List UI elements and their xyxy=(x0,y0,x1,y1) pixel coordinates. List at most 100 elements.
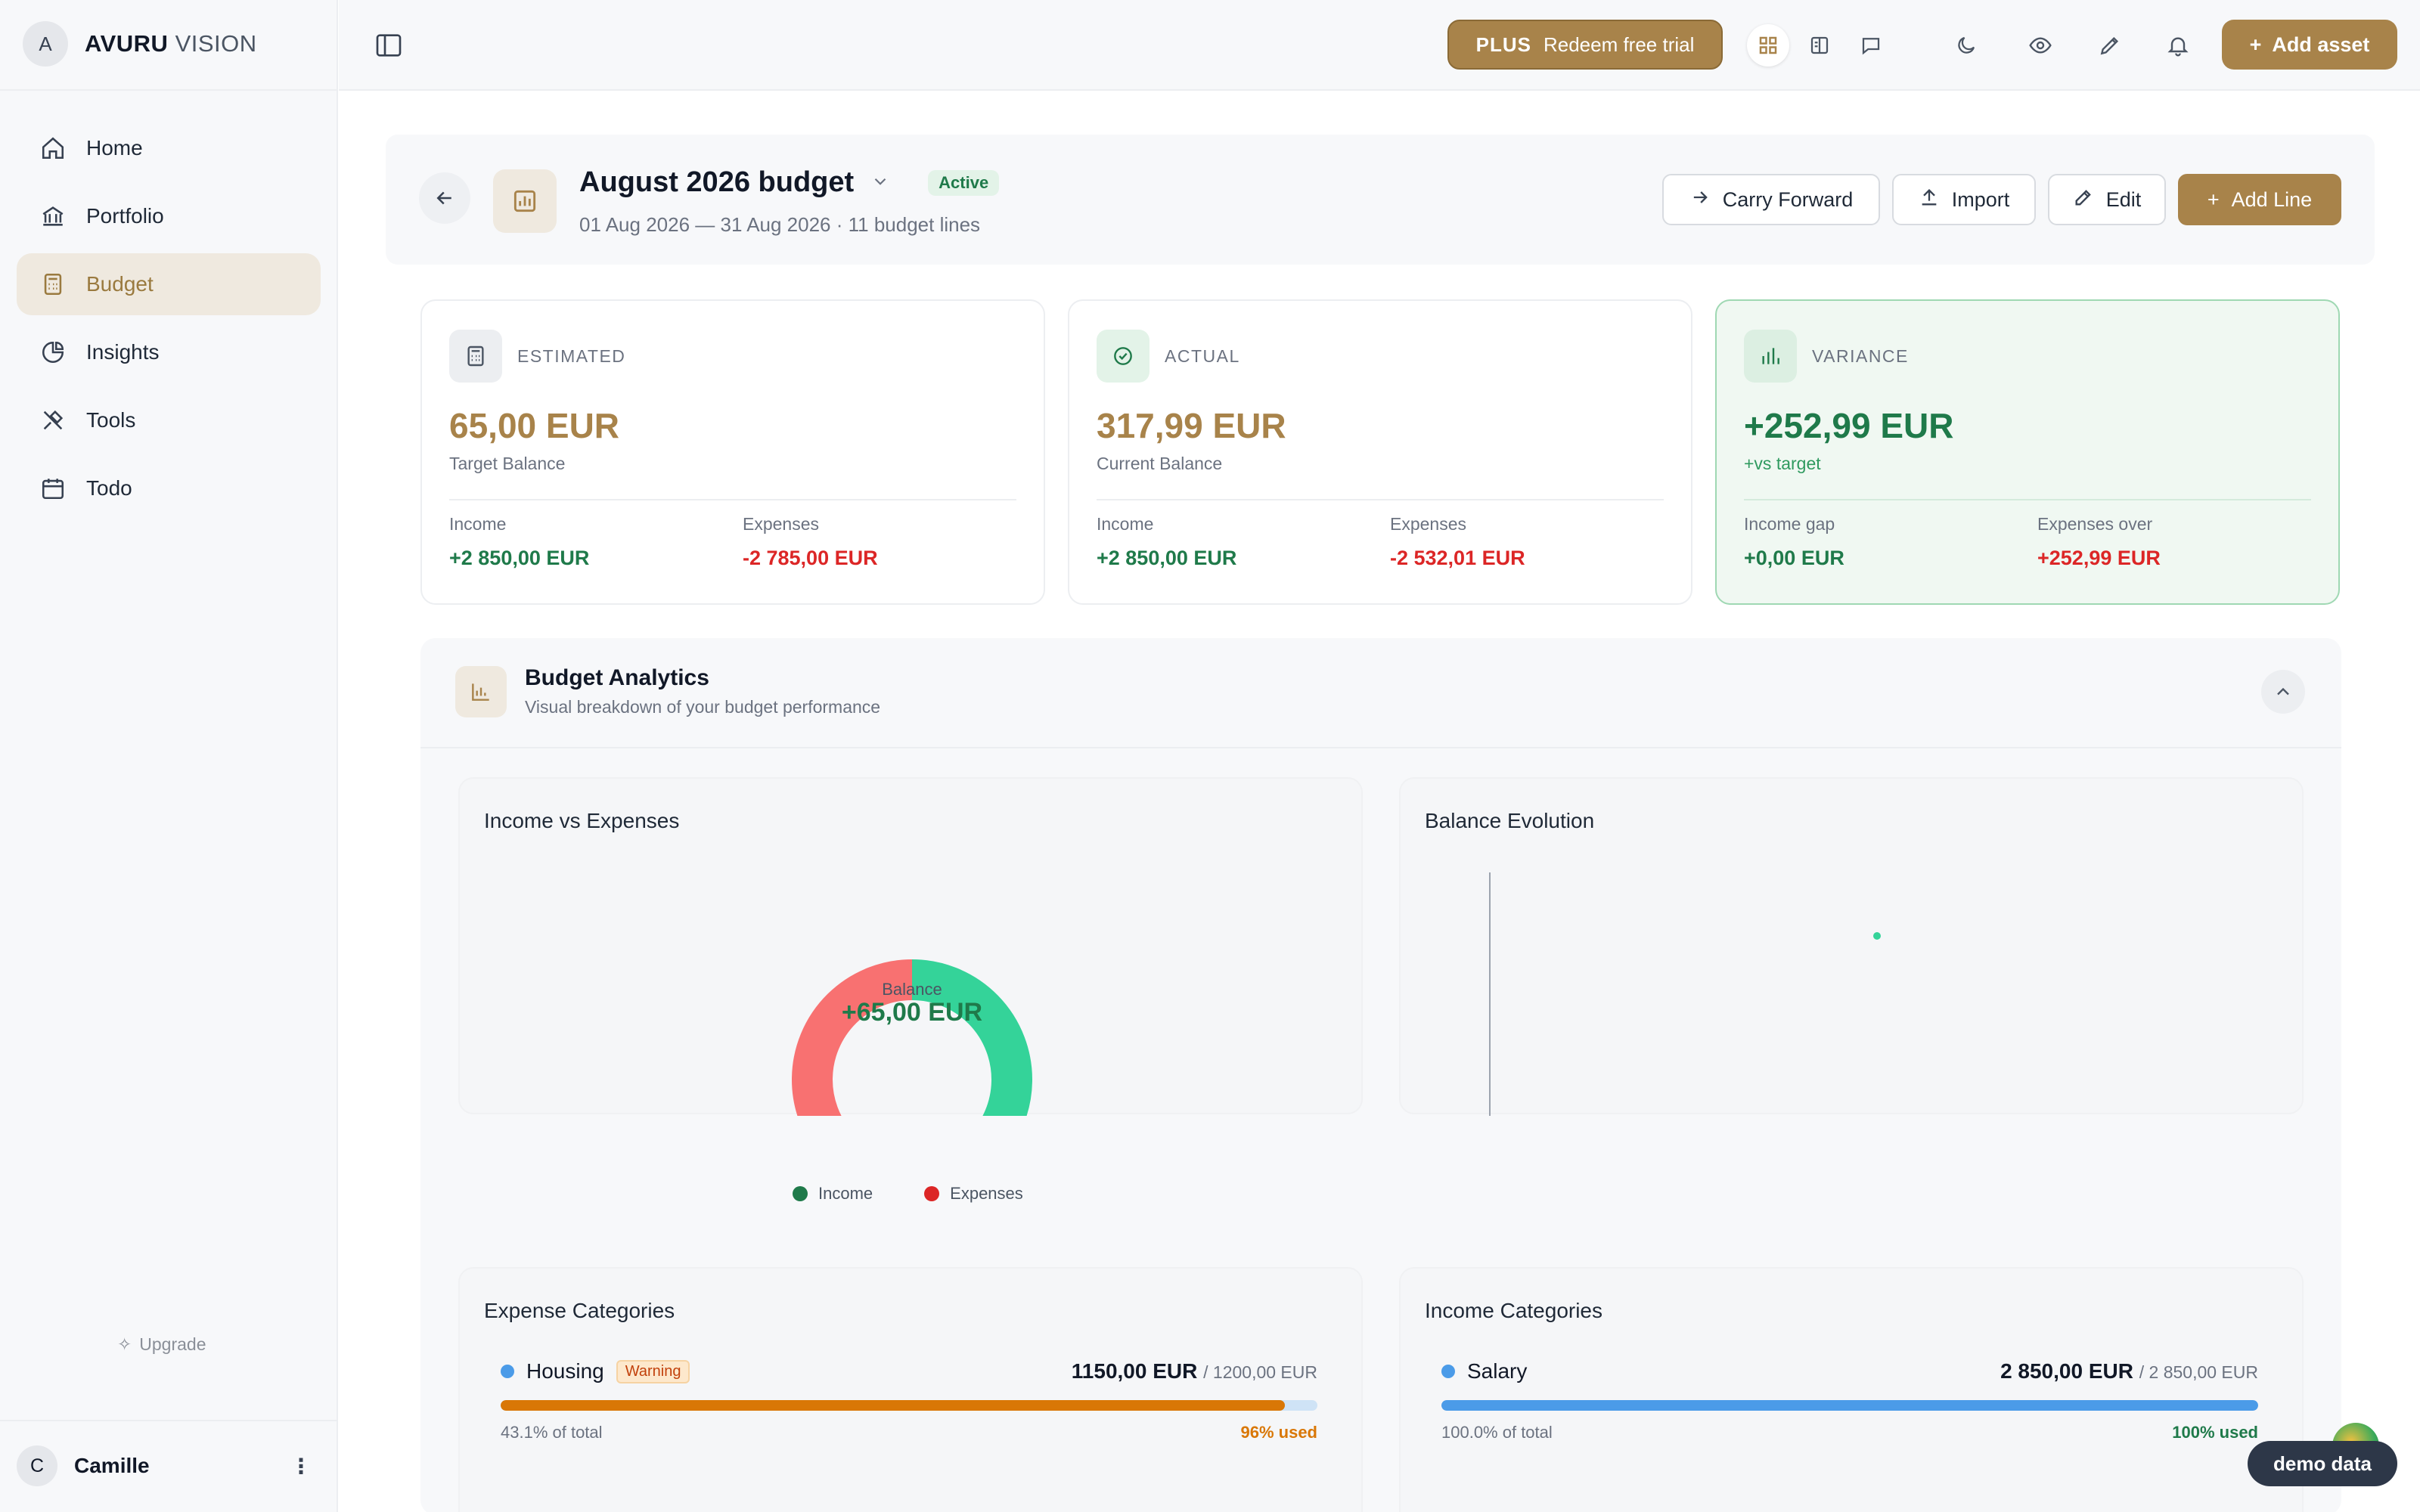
expense-categories-panel: Expense Categories Housing Warning 1150,… xyxy=(458,1267,1363,1512)
brand[interactable]: A AVURU VISION xyxy=(23,21,257,67)
brand-logo: A xyxy=(23,21,68,67)
legend-expenses-swatch xyxy=(924,1186,940,1201)
demo-data-badge[interactable]: demo data xyxy=(2248,1441,2397,1486)
sidebar-item-budget[interactable]: Budget xyxy=(17,253,321,315)
category-used: 100% used xyxy=(2172,1423,2258,1442)
sparkles-icon: ✧ xyxy=(117,1334,132,1354)
sidebar-item-label: Home xyxy=(86,136,143,160)
sidebar-toggle-icon[interactable] xyxy=(374,30,404,60)
panel-view-icon[interactable] xyxy=(1798,24,1841,67)
sidebar-item-label: Todo xyxy=(86,476,132,500)
kpi-label: ESTIMATED xyxy=(517,345,626,366)
upgrade-link[interactable]: ✧ Upgrade xyxy=(117,1334,206,1355)
add-asset-button[interactable]: + Add asset xyxy=(2222,20,2397,70)
category-dot xyxy=(1441,1365,1455,1378)
carry-forward-button[interactable]: Carry Forward xyxy=(1662,174,1880,225)
panel-title: Income Categories xyxy=(1425,1299,1603,1322)
category-share: 43.1% of total xyxy=(501,1423,603,1442)
user-name: Camille xyxy=(74,1454,150,1477)
legend-expenses: Expenses xyxy=(950,1184,1023,1203)
donut-slice-expenses[interactable] xyxy=(792,959,913,1116)
sidebar-nav: Home Portfolio Budget Insights Tools Tod… xyxy=(17,117,321,525)
calculator-icon xyxy=(449,330,502,383)
progress-bar xyxy=(501,1400,1317,1411)
kpi-income-gap: Income gap +0,00 EUR xyxy=(1744,514,1844,569)
redeem-trial-button[interactable]: PLUS Redeem free trial xyxy=(1447,20,1723,70)
import-button[interactable]: Import xyxy=(1892,174,2036,225)
chevron-up-icon[interactable] xyxy=(2261,670,2305,714)
chart-legend: Income Expenses xyxy=(793,1184,1023,1204)
upload-icon xyxy=(1919,187,1940,213)
pencil-icon[interactable] xyxy=(2089,24,2131,67)
chevron-down-icon[interactable] xyxy=(870,166,890,199)
arrow-right-icon xyxy=(1689,187,1711,213)
moon-icon[interactable] xyxy=(1945,24,1987,67)
category-share: 100.0% of total xyxy=(1441,1423,1553,1442)
line-chart xyxy=(1489,872,1881,1116)
user-menu[interactable]: C Camille ⋮ xyxy=(17,1445,312,1486)
avatar: C xyxy=(17,1445,57,1486)
category-amount: 1150,00 EUR / 1200,00 EUR xyxy=(1071,1359,1317,1383)
progress-bar xyxy=(1441,1400,2258,1411)
kpi-label: ACTUAL xyxy=(1165,345,1240,366)
balance-point xyxy=(1873,932,1881,940)
kpi-caption: +vs target xyxy=(1744,454,1821,473)
category-used: 96% used xyxy=(1240,1423,1318,1442)
calculator-icon xyxy=(39,271,67,298)
category-dot xyxy=(501,1365,514,1378)
kpi-variance: VARIANCE +252,99 EUR +vs target Income g… xyxy=(1715,299,2340,605)
sidebar-item-portfolio[interactable]: Portfolio xyxy=(17,185,321,247)
donut-slice-income[interactable] xyxy=(908,959,1032,1116)
sidebar-item-todo[interactable]: Todo xyxy=(17,457,321,519)
budget-analytics: Budget Analytics Visual breakdown of your… xyxy=(420,638,2341,1512)
income-categories-panel: Income Categories Salary 2 850,00 EUR / … xyxy=(1399,1267,2304,1512)
bank-icon xyxy=(39,203,67,230)
bell-icon[interactable] xyxy=(2157,24,2199,67)
more-vertical-icon[interactable]: ⋮ xyxy=(290,1454,312,1478)
category-name: Housing xyxy=(526,1359,604,1383)
edit-button[interactable]: Edit xyxy=(2048,174,2166,225)
donut-center-label: Balance xyxy=(882,980,942,999)
topbar: PLUS Redeem free trial + Add asset xyxy=(339,0,2420,91)
check-circle-icon xyxy=(1097,330,1150,383)
kpi-expenses-over: Expenses over +252,99 EUR xyxy=(2037,514,2161,569)
kpi-caption: Target Balance xyxy=(449,454,566,473)
sidebar-item-insights[interactable]: Insights xyxy=(17,321,321,383)
grid-view-icon[interactable] xyxy=(1747,24,1789,67)
edit-icon xyxy=(2073,187,2094,213)
budget-header: August 2026 budget Active 01 Aug 2026 — … xyxy=(386,135,2375,265)
sidebar-item-label: Insights xyxy=(86,340,160,364)
legend-income-swatch xyxy=(793,1186,808,1201)
progress-fill xyxy=(1441,1400,2258,1411)
category-row[interactable]: Salary 2 850,00 EUR / 2 850,00 EUR 100.0… xyxy=(1441,1359,2258,1442)
panel-title: Income vs Expenses xyxy=(484,809,680,832)
income-vs-expenses-panel: Income vs Expenses Balance +65,00 EUR In… xyxy=(458,777,1363,1203)
plus-icon: + xyxy=(2207,187,2220,211)
pie-chart-icon xyxy=(39,339,67,366)
eye-icon[interactable] xyxy=(2019,24,2062,67)
calendar-icon xyxy=(39,475,67,502)
brand-name: AVURU VISION xyxy=(85,30,257,57)
add-line-button[interactable]: + Add Line xyxy=(2178,174,2341,225)
kpi-estimated: ESTIMATED 65,00 EUR Target Balance Incom… xyxy=(420,299,1045,605)
chat-icon[interactable] xyxy=(1850,24,1892,67)
page-title[interactable]: August 2026 budget Active xyxy=(579,166,1000,199)
category-name: Salary xyxy=(1467,1359,1528,1383)
sidebar-item-label: Budget xyxy=(86,272,154,296)
category-row[interactable]: Housing Warning 1150,00 EUR / 1200,00 EU… xyxy=(501,1359,1317,1442)
sidebar-item-tools[interactable]: Tools xyxy=(17,389,321,451)
kpi-label: VARIANCE xyxy=(1812,345,1909,366)
back-arrow-icon[interactable] xyxy=(419,172,470,224)
section-subtitle: Visual breakdown of your budget performa… xyxy=(525,697,881,717)
home-icon xyxy=(39,135,67,162)
panel-title: Balance Evolution xyxy=(1425,809,1595,832)
bar-chart-icon xyxy=(493,169,557,233)
sidebar-item-home[interactable]: Home xyxy=(17,117,321,179)
budget-period: 01 Aug 2026 — 31 Aug 2026 · 11 budget li… xyxy=(579,213,981,236)
divider xyxy=(0,1420,338,1421)
category-amount: 2 850,00 EUR / 2 850,00 EUR xyxy=(2000,1359,2258,1383)
sidebar: A AVURU VISION Home Portfolio Budget Ins… xyxy=(0,0,338,1512)
panel-title: Expense Categories xyxy=(484,1299,675,1322)
kpi-caption: Current Balance xyxy=(1097,454,1223,473)
kpi-value: +252,99 EUR xyxy=(1744,406,1954,445)
